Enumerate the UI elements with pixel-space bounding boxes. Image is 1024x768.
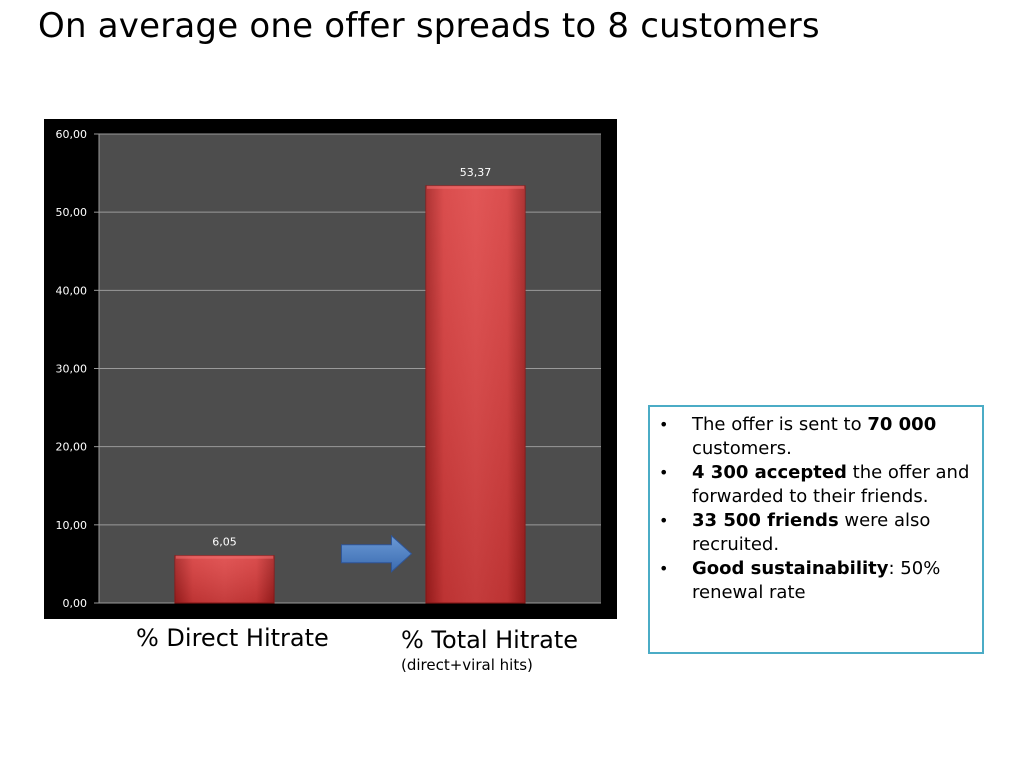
bullet-bold-text: Good sustainability [692, 558, 889, 579]
bullet-list: • The offer is sent to 70 000 customers. •… [650, 407, 982, 605]
bar-shade [425, 185, 526, 603]
bullet-text: : 50% renewal rate [692, 558, 941, 603]
y-tick-label: 40,00 [56, 284, 88, 297]
bullet-text: the offer and forwarded to their friends… [692, 462, 970, 507]
bullet-item: • Good sustainability: 50% renewal rate [650, 557, 972, 605]
bullet-marker: • [659, 415, 669, 434]
y-tick-label: 20,00 [56, 441, 88, 454]
category-sublabel-total-hitrate: (direct+viral hits) [401, 656, 533, 674]
bar-top-highlight [426, 185, 525, 189]
y-tick-label: 10,00 [56, 519, 88, 532]
bullet-bold-text: 33 500 friends [692, 510, 839, 531]
bar-chart: 0,00 10,00 20,00 30,00 40,00 50,00 60,00 6,05 53… [44, 119, 617, 619]
bullet-item: • The offer is sent to 70 000 customers. [650, 413, 972, 461]
bar-top-highlight [175, 555, 274, 559]
bullet-bold-text: 70 000 [867, 414, 937, 435]
bullet-text: The offer is sent to [692, 414, 868, 435]
bullet-item: • 4 300 accepted the offer and forwarded … [650, 461, 972, 509]
data-label: 53,37 [460, 166, 492, 179]
y-tick-label: 60,00 [56, 128, 88, 141]
bullet-text: were also recruited. [692, 510, 931, 555]
y-tick-label: 30,00 [56, 363, 88, 376]
data-label: 6,05 [212, 536, 237, 549]
bullet-marker: • [659, 463, 669, 482]
bullet-bold-text: 4 300 accepted [692, 462, 847, 483]
category-label-total-hitrate: % Total Hitrate [401, 626, 578, 654]
bullet-text: customers. [692, 438, 792, 459]
bar-shade [174, 555, 275, 603]
category-label-direct-hitrate: % Direct Hitrate [136, 624, 329, 652]
bullet-marker: • [659, 511, 669, 530]
y-tick-label: 0,00 [63, 597, 88, 610]
slide-title: On average one offer spreads to 8 custom… [38, 6, 820, 46]
chart-canvas: 0,00 10,00 20,00 30,00 40,00 50,00 60,00 6,05 53… [56, 128, 601, 610]
bullet-marker: • [659, 559, 669, 578]
y-tick-label: 50,00 [56, 206, 88, 219]
right-arrow-icon [340, 534, 413, 573]
info-box: • The offer is sent to 70 000 customers. •… [648, 405, 984, 654]
bullet-item: • 33 500 friends were also recruited. [650, 509, 972, 557]
